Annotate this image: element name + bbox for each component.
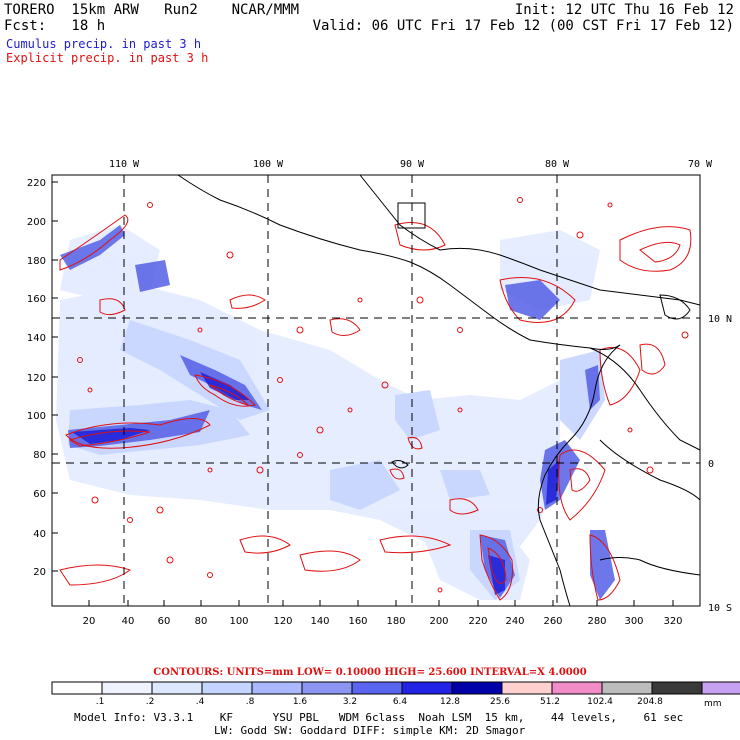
y-tick-label: 180	[27, 256, 46, 267]
forecast-hour: Fcst: 18 h	[4, 18, 106, 34]
y-tick-label: 160	[27, 294, 46, 305]
physics-info-line: LW: Godd SW: Goddard DIFF: simple KM: 2D…	[214, 724, 526, 737]
latlon-grid	[52, 175, 700, 606]
colorbar-unit: mm	[704, 699, 722, 709]
colorbar-swatch	[701, 681, 740, 695]
colorbar-swatch	[551, 681, 603, 695]
lon-label: 110 W	[109, 159, 140, 170]
lat-label: 10 S	[708, 603, 732, 614]
y-tick-labels: 220 200 180 160 140 120 100 80 60 40 20	[27, 178, 46, 578]
x-tick-label: 240	[505, 616, 524, 627]
colorbar-label: .8	[245, 697, 255, 707]
colorbar-swatch	[251, 681, 303, 695]
lon-label: 90 W	[400, 159, 425, 170]
colorbar-label: 25.6	[489, 697, 511, 707]
colorbar-swatch	[401, 681, 453, 695]
y-tick-label: 60	[33, 489, 46, 500]
colorbar-label: .1	[95, 697, 105, 707]
x-tick-label: 280	[587, 616, 606, 627]
top-lon-labels: 110 W 100 W 90 W 80 W 70 W	[109, 159, 713, 170]
y-tick-label: 120	[27, 373, 46, 384]
colorbar	[51, 681, 740, 695]
colorbar-swatch	[151, 681, 203, 695]
colorbar-label: 102.4	[587, 697, 613, 707]
model-info-line: Model Info: V3.3.1 KF YSU PBL WDM 6class…	[74, 711, 684, 724]
init-time: Init: 12 UTC Thu 16 Feb 12	[514, 2, 734, 18]
colorbar-swatch	[351, 681, 403, 695]
x-tick-label: 200	[429, 616, 448, 627]
colorbar-swatch	[651, 681, 703, 695]
y-tick-label: 140	[27, 333, 46, 344]
cumulus-legend-label: Cumulus precip. in past 3 h	[6, 37, 202, 51]
x-tick-label: 100	[229, 616, 248, 627]
colorbar-swatch	[301, 681, 353, 695]
y-tick-label: 20	[33, 567, 46, 578]
right-lat-labels: 10 N 0 10 S	[708, 314, 732, 614]
colorbar-label: 1.6	[292, 697, 308, 707]
y-tick-label: 220	[27, 178, 46, 189]
x-tick-label: 20	[83, 616, 96, 627]
x-tick-label: 180	[386, 616, 405, 627]
colorbar-swatch	[101, 681, 153, 695]
contours-info: CONTOURS: UNITS=mm LOW= 0.10000 HIGH= 25…	[153, 667, 587, 678]
model-title: TORERO 15km ARW Run2 NCAR/MMM	[4, 2, 300, 18]
explicit-legend-label: Explicit precip. in past 3 h	[6, 51, 209, 65]
x-tick-label: 60	[158, 616, 171, 627]
colorbar-label: 51.2	[539, 697, 561, 707]
y-tick-label: 100	[27, 411, 46, 422]
colorbar-label: .2	[145, 697, 155, 707]
y-tick-label: 80	[33, 450, 46, 461]
x-tick-label: 260	[543, 616, 562, 627]
y-tick-label: 200	[27, 217, 46, 228]
x-tick-label: 40	[122, 616, 135, 627]
colorbar-label: .4	[195, 697, 205, 707]
lat-label: 10 N	[708, 314, 732, 325]
x-tick-label: 160	[348, 616, 367, 627]
x-tick-label: 120	[273, 616, 292, 627]
colorbar-swatch	[601, 681, 653, 695]
colorbar-label: 3.2	[342, 697, 358, 707]
x-tick-label: 320	[663, 616, 682, 627]
x-tick-label: 220	[468, 616, 487, 627]
axis-ticks	[52, 181, 674, 606]
lon-label: 70 W	[688, 159, 713, 170]
x-tick-label: 80	[195, 616, 208, 627]
colorbar-swatch	[501, 681, 553, 695]
valid-time: Valid: 06 UTC Fri 17 Feb 12 (00 CST Fri …	[312, 18, 734, 34]
explicit-precip-specks	[77, 197, 689, 593]
colorbar-label: 12.8	[439, 697, 461, 707]
colorbar-label: 204.8	[637, 697, 663, 707]
lat-label: 0	[708, 459, 714, 470]
colorbar-label: 6.4	[392, 697, 408, 707]
y-tick-label: 40	[33, 529, 46, 540]
coastlines	[177, 174, 701, 607]
lon-label: 80 W	[545, 159, 570, 170]
explicit-precip-contours	[59, 214, 692, 601]
x-tick-label: 140	[310, 616, 329, 627]
map-frame	[51, 174, 701, 607]
colorbar-swatch	[51, 681, 103, 695]
colorbar-swatch	[451, 681, 503, 695]
colorbar-swatch	[201, 681, 253, 695]
x-tick-labels: 20 40 60 80 100 120 140 160 180 200 220 …	[83, 616, 683, 627]
map-field	[56, 197, 692, 601]
x-tick-label: 300	[624, 616, 643, 627]
lon-label: 100 W	[253, 159, 284, 170]
